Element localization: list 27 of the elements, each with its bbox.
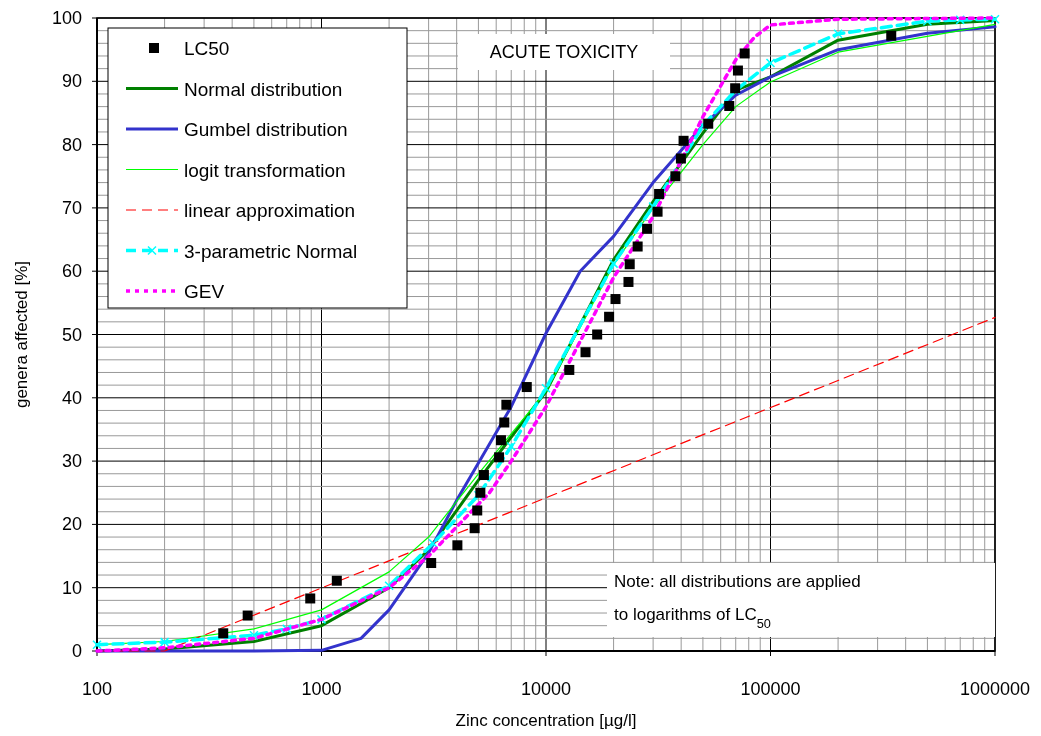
legend-label: LC50 [184,38,230,59]
y-tick-label: 100 [51,8,82,28]
y-tick-label: 10 [61,577,82,598]
y-tick-label: 50 [61,324,82,345]
y-tick-label: 20 [61,514,82,535]
y-tick-label: 90 [61,71,82,92]
y-tick-label: 80 [61,134,82,155]
x-tick-label: 10000 [520,679,572,699]
y-tick-label: 40 [61,387,82,408]
x-axis-title: Zinc concentration [µg/l] [455,711,637,730]
y-tick-label: 0 [71,641,82,661]
x-tick-label: 100 [81,679,113,699]
annotation: Note: all distributions are applied to logarithms of LC$_{50}$ [614,572,861,631]
legend-label: 3-parametric Normal [184,240,358,262]
legend-label: logit transformation [184,159,346,181]
legend-label: Normal distribution [184,78,343,100]
x-tick-label: 100000 [740,679,801,699]
y-axis-title: genera affected [%] [12,260,31,409]
x-tick-label: 1000000 [959,679,1031,699]
x-tick-label: 1000 [301,679,342,699]
y-tick-label: 30 [61,451,82,472]
y-tick-label: 60 [61,261,82,282]
legend-label: linear approximation [184,200,356,221]
y-tick-label: 70 [61,197,82,218]
text: ACUTE TOXICITY [489,42,639,62]
legend-label: Gumbel distribution [184,119,348,140]
legend-label: GEV [184,281,225,302]
